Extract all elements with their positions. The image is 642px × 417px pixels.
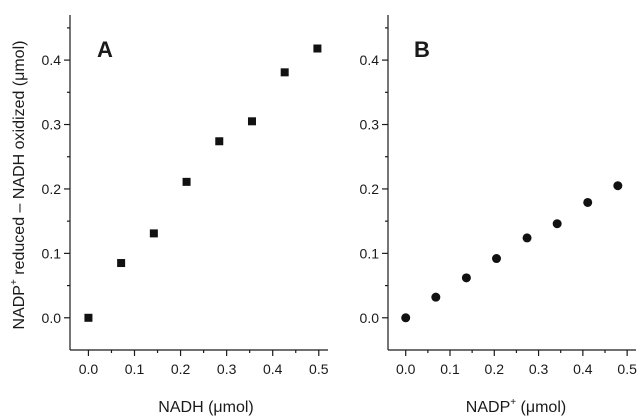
x-tick-label: 0.3 — [217, 361, 237, 377]
panel-a-x-axis-title-part3: mol) — [223, 399, 254, 416]
x-tick-label: 0.2 — [171, 361, 191, 377]
panel-b-x-axis-title-part3: (μmol) — [516, 399, 566, 416]
x-tick-label: 0.5 — [309, 361, 329, 377]
panel-b: B 0.0 0.1 0.2 0.3 0.4 0.5 0.0 0.1 0.2 0.3 0.4 NAD… — [360, 15, 637, 416]
y-tick-label: 0.0 — [360, 310, 380, 326]
x-tick-label: 0.5 — [617, 361, 637, 377]
panel-b-letter: B — [414, 37, 430, 62]
x-tick-label: 0.2 — [485, 361, 505, 377]
y-axis-title: NADP+ reduced – NADH oxidized (μmol) — [9, 41, 28, 330]
x-tick-label: 0.0 — [396, 361, 416, 377]
x-tick-label: 0.1 — [125, 361, 145, 377]
y-tick-label: 0.2 — [42, 181, 62, 197]
data-point — [401, 313, 411, 323]
data-point — [313, 44, 322, 53]
y-tick-label: 0.1 — [360, 245, 380, 261]
y-axis-title-rest: reduced – NADH oxidized (μmol) — [11, 41, 28, 280]
y-tick-label: 0.0 — [42, 310, 62, 326]
data-point — [461, 273, 471, 283]
panel-a: A 0.0 0.1 0.2 0.3 0.4 0.5 0.0 0.1 0.2 0.3 0.4 NAD… — [42, 15, 329, 416]
panel-a-x-axis-title-part2: μ — [213, 399, 222, 416]
panel-a-points — [84, 44, 322, 322]
panel-b-x-axis-title-sup: + — [510, 397, 516, 408]
data-point — [522, 233, 532, 243]
x-tick-label: 0.4 — [573, 361, 593, 377]
panel-b-axes — [387, 15, 636, 351]
data-point — [492, 254, 501, 264]
y-tick-label: 0.1 — [42, 245, 62, 261]
data-point — [117, 259, 126, 268]
panel-a-letter: A — [97, 37, 113, 62]
panel-b-x-axis-title: NADP+ (μmol) — [466, 397, 566, 416]
panel-a-x-axis-title: NADH (μmol) — [158, 399, 253, 416]
data-point — [84, 313, 93, 322]
y-tick-label: 0.4 — [42, 52, 62, 68]
x-tick-label: 0.1 — [440, 361, 460, 377]
panel-b-y-ticks: 0.0 0.1 0.2 0.3 0.4 — [360, 27, 388, 326]
data-point — [149, 229, 158, 238]
y-tick-label: 0.3 — [360, 117, 380, 133]
y-tick-label: 0.3 — [42, 117, 62, 133]
y-tick-label: 0.4 — [360, 52, 380, 68]
panel-b-x-ticks: 0.0 0.1 0.2 0.3 0.4 0.5 — [396, 350, 637, 377]
data-point — [552, 219, 562, 229]
data-point — [182, 177, 191, 186]
y-axis-title-part: NADP — [11, 285, 28, 329]
panel-b-x-axis-title-part1: NADP — [466, 399, 510, 416]
panel-a-x-axis-title-part1: NADH ( — [158, 399, 214, 416]
data-point — [247, 117, 256, 126]
data-point — [613, 181, 623, 191]
x-tick-label: 0.3 — [529, 361, 549, 377]
data-point — [583, 197, 593, 207]
x-tick-label: 0.0 — [79, 361, 99, 377]
data-point — [215, 137, 224, 146]
y-tick-label: 0.2 — [360, 181, 380, 197]
data-point — [280, 68, 289, 77]
y-axis-title-sup: + — [9, 279, 20, 285]
panel-a-x-ticks: 0.0 0.1 0.2 0.3 0.4 0.5 — [79, 350, 329, 377]
panel-a-axes — [69, 15, 328, 351]
panel-a-y-ticks: 0.0 0.1 0.2 0.3 0.4 — [42, 27, 70, 326]
x-tick-label: 0.4 — [263, 361, 283, 377]
panel-b-points — [401, 181, 623, 323]
data-point — [431, 292, 441, 302]
